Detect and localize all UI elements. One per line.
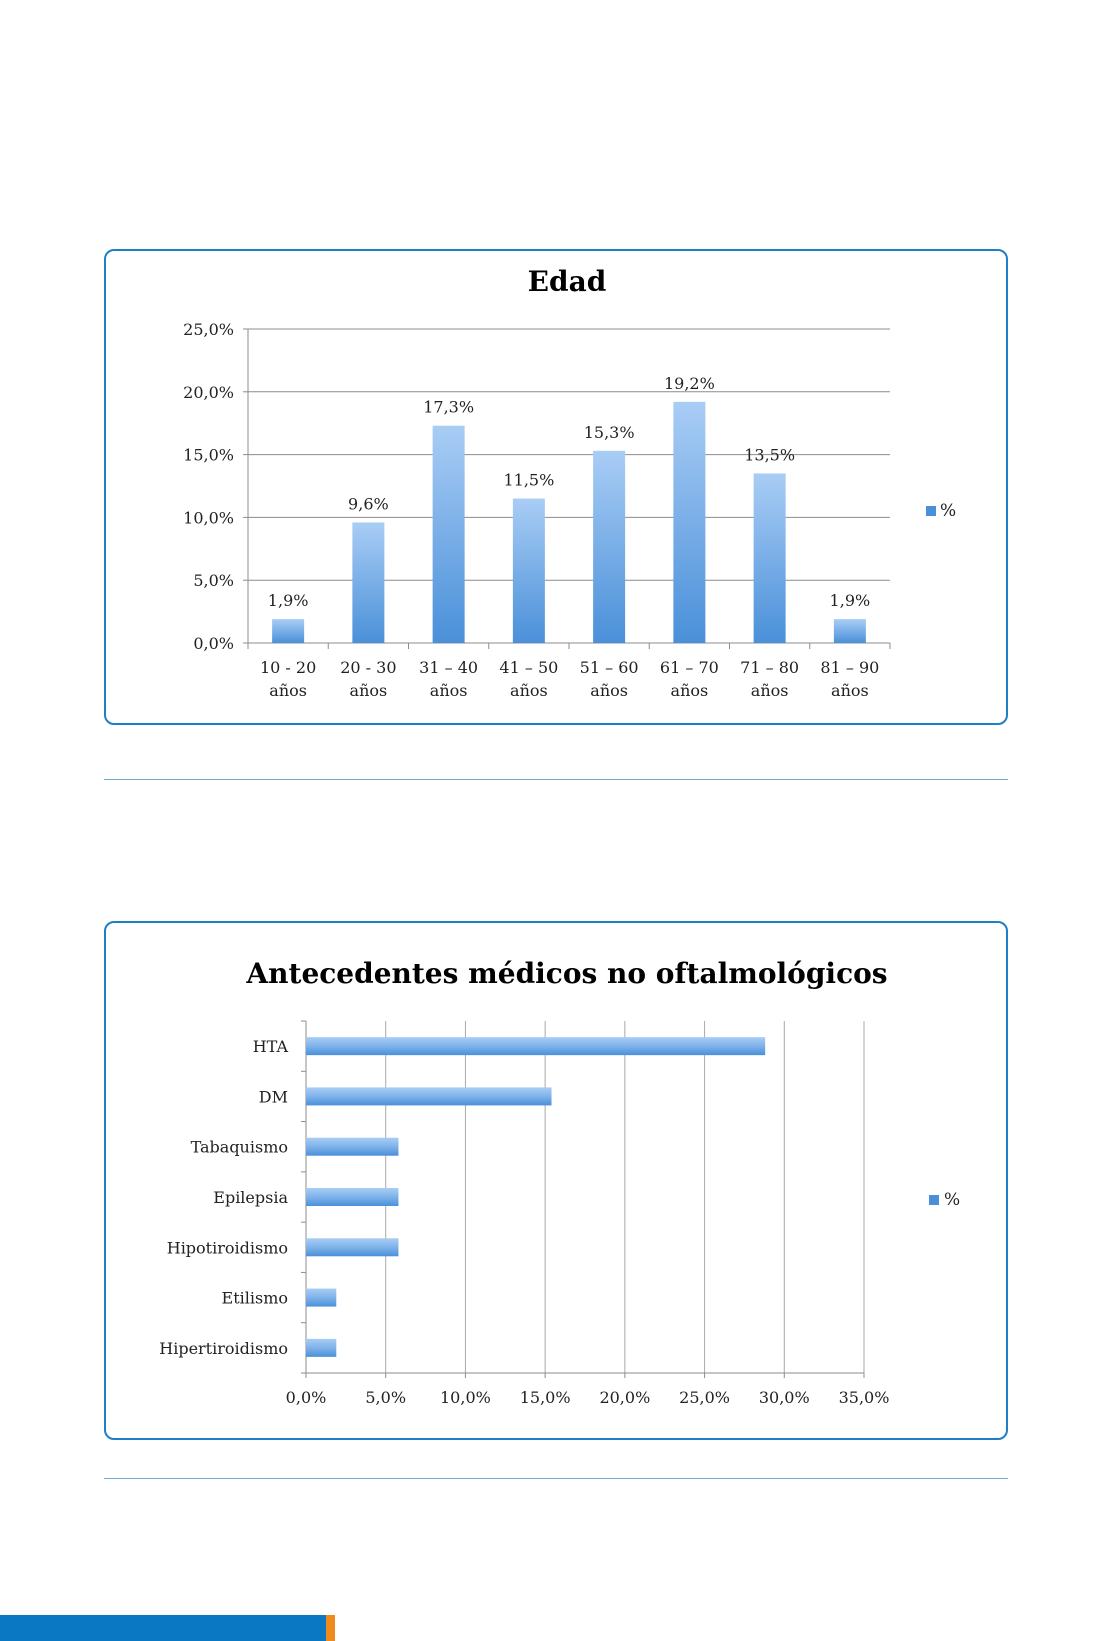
footer-accent-bar <box>326 1615 335 1641</box>
divider-line <box>104 1478 1008 1479</box>
x-tick-label: años <box>510 681 548 700</box>
data-label: 11,5% <box>503 471 554 490</box>
x-tick-label: 20 - 30 <box>340 658 396 677</box>
x-tick-label: años <box>590 681 628 700</box>
data-label: 9,6% <box>348 494 389 513</box>
medical-history-bar-chart: Antecedentes médicos no oftalmológicos 0,… <box>159 957 960 1407</box>
data-label: 19,2% <box>664 374 715 393</box>
x-tick-label: 31 – 40 <box>419 658 478 677</box>
x-tick-label: años <box>430 681 468 700</box>
x-tick-label: 30,0% <box>759 1388 810 1407</box>
y-tick-label: Epilepsia <box>213 1188 288 1207</box>
y-tick-label: 5,0% <box>193 571 234 590</box>
x-tick-label: 0,0% <box>286 1388 327 1407</box>
data-label: 1,9% <box>268 591 309 610</box>
bar <box>512 498 545 643</box>
y-tick-label: 0,0% <box>193 634 234 653</box>
age-chart-card: Edad 0,0% 5,0% 10,0% 15,0% 20,0% 25,0% 1,9% 10 -… <box>104 249 1008 725</box>
x-tick-label: 61 – 70 <box>660 658 719 677</box>
data-label: 17,3% <box>423 398 474 417</box>
x-tick-label: 35,0% <box>839 1388 890 1407</box>
y-tick-label: Tabaquismo <box>191 1138 288 1157</box>
bar <box>272 619 305 643</box>
x-tick-label: 5,0% <box>365 1388 406 1407</box>
bar <box>673 401 706 643</box>
y-tick-label: DM <box>259 1087 288 1106</box>
y-tick-label: 10,0% <box>183 508 234 527</box>
x-tick-label: 25,0% <box>679 1388 730 1407</box>
bar <box>306 1338 337 1357</box>
bar <box>593 450 626 643</box>
legend-label: % <box>940 501 956 521</box>
x-tick-label: 10 - 20 <box>260 658 316 677</box>
x-tick-label: años <box>831 681 869 700</box>
bar <box>306 1137 399 1156</box>
bar <box>833 619 866 643</box>
bar <box>306 1238 399 1257</box>
chart-title: Edad <box>528 265 607 298</box>
y-tick-label: Hipertiroidismo <box>159 1339 288 1358</box>
bar <box>306 1037 766 1056</box>
bar <box>753 473 786 643</box>
chart-title: Antecedentes médicos no oftalmológicos <box>245 957 887 990</box>
x-tick-label: 41 – 50 <box>499 658 558 677</box>
bar <box>352 522 385 643</box>
legend-swatch <box>926 506 936 516</box>
bar <box>432 425 465 643</box>
x-tick-label: 10,0% <box>440 1388 491 1407</box>
bar <box>306 1188 399 1206</box>
y-tick-label: 20,0% <box>183 383 234 402</box>
x-tick-label: 20,0% <box>599 1388 650 1407</box>
y-tick-label: Hipotiroidismo <box>167 1238 288 1257</box>
age-bar-chart: Edad 0,0% 5,0% 10,0% 15,0% 20,0% 25,0% 1,9% 10 -… <box>183 265 956 700</box>
x-tick-label: 51 – 60 <box>580 658 639 677</box>
y-tick-label: 15,0% <box>183 446 234 465</box>
y-tick-label: 25,0% <box>183 320 234 339</box>
bar <box>306 1288 337 1307</box>
bar <box>306 1087 552 1106</box>
x-tick-label: años <box>751 681 789 700</box>
x-tick-label: 81 – 90 <box>820 658 879 677</box>
x-tick-label: años <box>269 681 307 700</box>
x-tick-label: 15,0% <box>520 1388 571 1407</box>
medical-history-chart-card: Antecedentes médicos no oftalmológicos 0,… <box>104 921 1008 1440</box>
data-label: 1,9% <box>830 591 871 610</box>
x-tick-label: 71 – 80 <box>740 658 799 677</box>
data-label: 13,5% <box>744 445 795 464</box>
y-tick-label: Etilismo <box>222 1289 288 1308</box>
legend-swatch <box>929 1195 939 1205</box>
legend-label: % <box>944 1190 960 1210</box>
x-tick-label: años <box>350 681 388 700</box>
y-tick-label: HTA <box>253 1037 289 1056</box>
data-label: 15,3% <box>584 423 635 442</box>
x-tick-label: años <box>671 681 709 700</box>
divider-line <box>104 779 1008 780</box>
footer-color-bar <box>0 1615 326 1641</box>
